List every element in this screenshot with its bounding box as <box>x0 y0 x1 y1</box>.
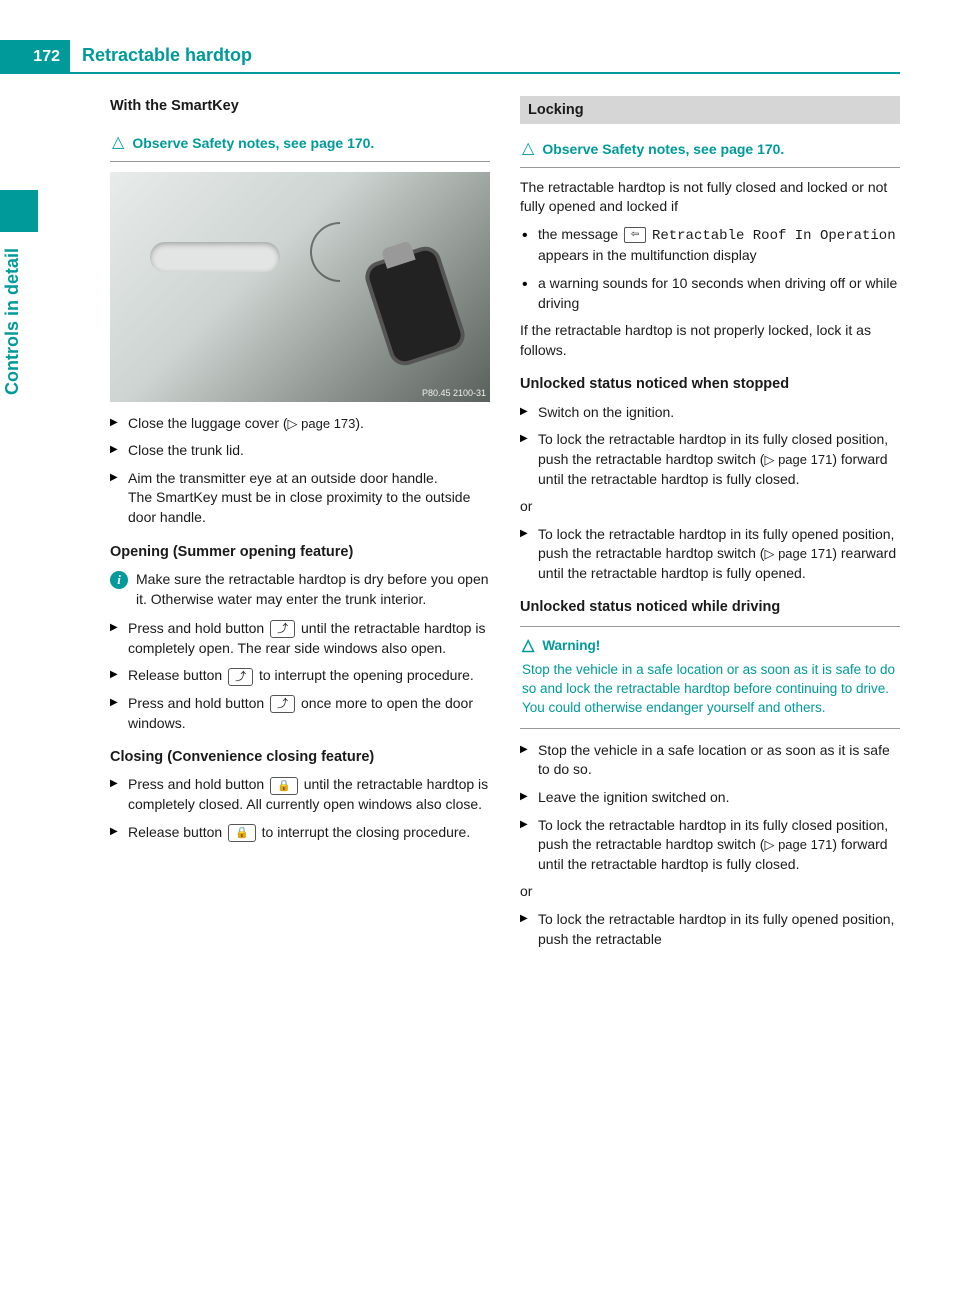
side-tab-marker <box>0 190 38 232</box>
list-item: the message ⇦ Retractable Roof In Operat… <box>520 225 900 266</box>
text: the message <box>538 226 622 242</box>
lock-button-icon: 🔒 <box>270 777 298 795</box>
safety-note-box: △ Observe Safety notes, see page 170. <box>110 126 490 161</box>
info-text: Make sure the retractable hardtop is dry… <box>136 570 490 609</box>
locking-intro: The retractable hardtop is not fully clo… <box>520 178 900 217</box>
page-number: 172 <box>0 40 70 74</box>
locking-conditions: the message ⇦ Retractable Roof In Operat… <box>520 225 900 313</box>
step-item: Release button 🔒 to interrupt the closin… <box>110 823 490 843</box>
heading-driving: Unlocked status noticed while driving <box>520 597 900 617</box>
step-text: Close the luggage cover ( <box>128 415 288 431</box>
step-text: to interrupt the opening procedure. <box>255 667 474 683</box>
step-item: To lock the retractable hardtop in its f… <box>520 816 900 875</box>
warning-body: Stop the vehicle in a safe location or a… <box>522 661 898 718</box>
page-ref: ▷ page 173 <box>288 416 356 431</box>
step-note: The SmartKey must be in close proximity … <box>128 489 470 525</box>
warning-head: △ Warning! <box>522 635 898 657</box>
content-columns: With the SmartKey △ Observe Safety notes… <box>110 96 900 1252</box>
warning-triangle-icon: △ <box>522 138 534 160</box>
step-text: to interrupt the closing procedure. <box>258 824 470 840</box>
info-note: i Make sure the retractable hardtop is d… <box>110 570 490 609</box>
smartkey-steps: Close the luggage cover (▷ page 173). Cl… <box>110 414 490 528</box>
step-item: Press and hold button ⤴ once more to ope… <box>110 694 490 733</box>
driving-steps-alt: To lock the retractable hardtop in its f… <box>520 910 900 949</box>
safety-note-text: Observe Safety notes, see page 170. <box>542 140 784 160</box>
smartkey-illustration: P80.45 2100-31 <box>110 172 490 402</box>
step-text: Press and hold button <box>128 620 268 636</box>
heading-closing: Closing (Convenience closing feature) <box>110 747 490 767</box>
step-text: Press and hold button <box>128 695 268 711</box>
warning-title: Warning! <box>542 637 600 656</box>
chapter-title: Retractable hardtop <box>70 40 900 74</box>
door-handle-shape <box>150 242 280 272</box>
lock-button-icon: 🔒 <box>228 824 256 842</box>
display-message-text: Retractable Roof In Operation <box>652 228 896 244</box>
step-text: Release button <box>128 667 226 683</box>
step-item: Close the trunk lid. <box>110 441 490 461</box>
step-text: Aim the transmitter eye at an outside do… <box>128 470 438 486</box>
step-item: Leave the ignition switched on. <box>520 788 900 808</box>
step-item: Press and hold button 🔒 until the retrac… <box>110 775 490 814</box>
opening-steps: Press and hold button ⤴ until the retrac… <box>110 619 490 733</box>
step-item: Release button ⤴ to interrupt the openin… <box>110 666 490 686</box>
manual-page: 172 Retractable hardtop Controls in deta… <box>0 0 960 1302</box>
step-text: Press and hold button <box>128 776 268 792</box>
heading-opening: Opening (Summer opening feature) <box>110 542 490 562</box>
section-heading-locking: Locking <box>520 96 900 124</box>
step-item: To lock the retractable hardtop in its f… <box>520 525 900 584</box>
or-separator: or <box>520 497 900 517</box>
display-message-icon: ⇦ <box>624 227 646 243</box>
page-ref: ▷ page 171 <box>764 837 832 852</box>
step-item: Press and hold button ⤴ until the retrac… <box>110 619 490 658</box>
step-item: Switch on the ignition. <box>520 403 900 423</box>
info-icon: i <box>110 571 128 589</box>
step-text: Release button <box>128 824 226 840</box>
page-ref: ▷ page 171 <box>764 546 832 561</box>
stopped-steps: Switch on the ignition. To lock the retr… <box>520 403 900 489</box>
text: appears in the multifunction display <box>538 247 757 263</box>
driving-steps: Stop the vehicle in a safe location or a… <box>520 741 900 875</box>
unlock-button-icon: ⤴ <box>270 620 295 638</box>
step-item: To lock the retractable hardtop in its f… <box>520 430 900 489</box>
stopped-steps-alt: To lock the retractable hardtop in its f… <box>520 525 900 584</box>
warning-triangle-icon: △ <box>112 132 124 154</box>
illustration-id: P80.45 2100-31 <box>422 387 486 400</box>
keyfob-shape <box>366 247 463 364</box>
unlock-button-icon: ⤴ <box>270 695 295 713</box>
heading-stopped: Unlocked status noticed when stopped <box>520 374 900 394</box>
closing-steps: Press and hold button 🔒 until the retrac… <box>110 775 490 842</box>
warning-triangle-icon: △ <box>522 635 534 657</box>
step-item: To lock the retractable hardtop in its f… <box>520 910 900 949</box>
locking-followup: If the retractable hardtop is not proper… <box>520 321 900 360</box>
warning-box: △ Warning! Stop the vehicle in a safe lo… <box>520 626 900 729</box>
heading-smartkey: With the SmartKey <box>110 96 490 116</box>
step-item: Aim the transmitter eye at an outside do… <box>110 469 490 528</box>
safety-note-text: Observe Safety notes, see page 170. <box>132 134 374 154</box>
page-header: 172 Retractable hardtop <box>0 40 900 74</box>
safety-note-box: △ Observe Safety notes, see page 170. <box>520 132 900 167</box>
unlock-button-icon: ⤴ <box>228 668 253 686</box>
side-tab: Controls in detail <box>0 190 38 390</box>
step-item: Close the luggage cover (▷ page 173). <box>110 414 490 434</box>
list-item: a warning sounds for 10 seconds when dri… <box>520 274 900 313</box>
step-item: Stop the vehicle in a safe location or a… <box>520 741 900 780</box>
side-tab-label: Controls in detail <box>0 240 25 403</box>
or-separator: or <box>520 882 900 902</box>
step-text-end: ). <box>355 415 364 431</box>
page-ref: ▷ page 171 <box>764 452 832 467</box>
